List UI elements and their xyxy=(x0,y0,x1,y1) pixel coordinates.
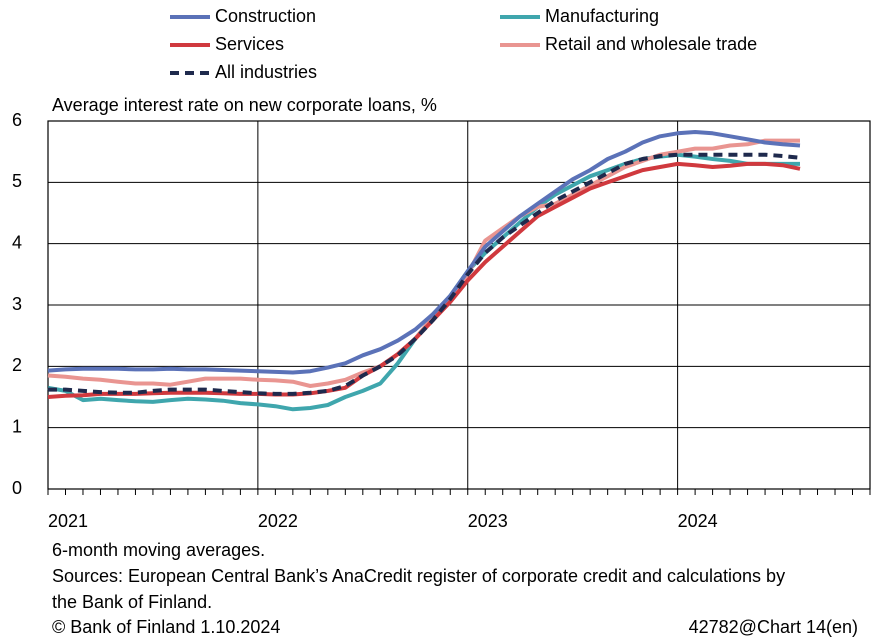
y-tick-label: 5 xyxy=(12,171,22,191)
series-line xyxy=(47,130,801,375)
x-tick-label: 2023 xyxy=(468,511,508,531)
note: the Bank of Finland. xyxy=(52,592,212,612)
y-tick-label: 3 xyxy=(12,294,22,314)
legend-label: Manufacturing xyxy=(545,6,659,26)
series-line xyxy=(47,138,800,388)
y-tick-label: 4 xyxy=(12,232,22,252)
note: 6-month moving averages. xyxy=(52,540,265,560)
chart-id: 42782@Chart 14(en) xyxy=(689,617,858,637)
series-line xyxy=(47,161,801,399)
y-tick-label: 1 xyxy=(12,416,22,436)
note: Sources: European Central Bank’s AnaCred… xyxy=(52,566,785,586)
y-tick-label: 6 xyxy=(12,110,22,130)
legend-label: Construction xyxy=(215,6,316,26)
legend-label: Retail and wholesale trade xyxy=(545,34,757,54)
x-tick-label: 2022 xyxy=(258,511,298,531)
series-line xyxy=(48,152,801,396)
axis-title: Average interest rate on new corporate l… xyxy=(52,95,437,115)
plot-frame xyxy=(47,120,871,490)
legend-label: Services xyxy=(215,34,284,54)
legend-label: All industries xyxy=(215,62,317,82)
x-tick-label: 2024 xyxy=(678,511,718,531)
x-tick-label: 2021 xyxy=(48,511,88,531)
y-tick-label: 2 xyxy=(12,355,22,375)
copyright: © Bank of Finland 1.10.2024 xyxy=(52,617,280,637)
y-tick-label: 0 xyxy=(12,478,22,498)
